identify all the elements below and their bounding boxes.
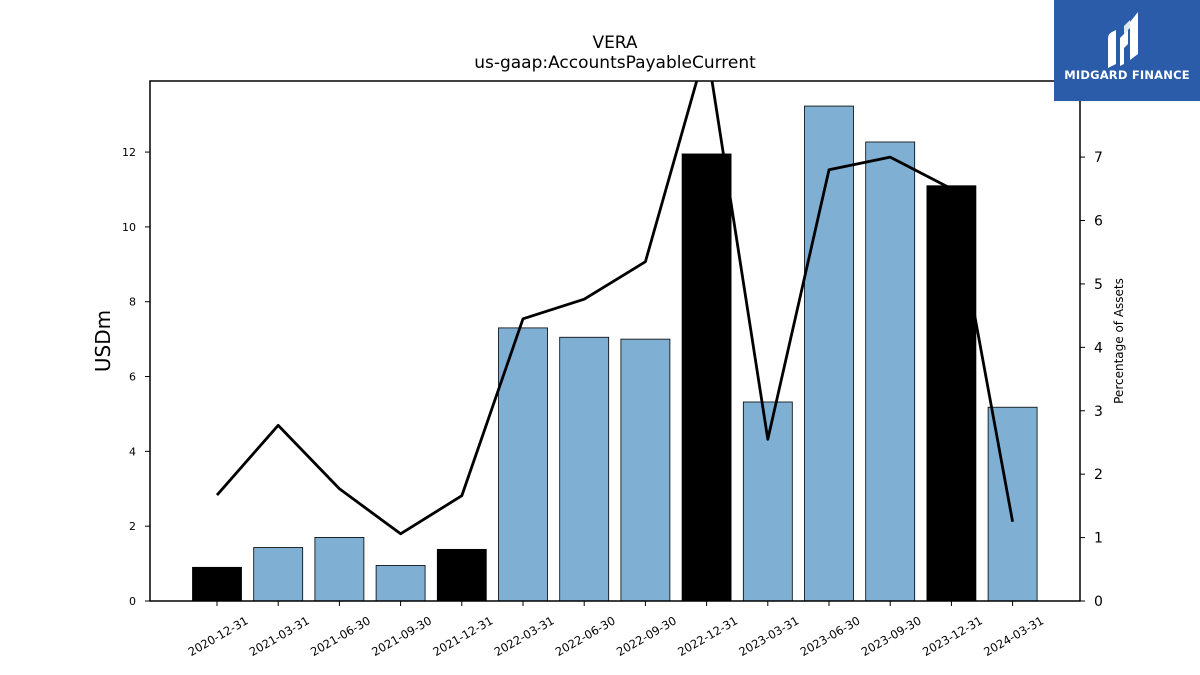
y-axis-left: 0 2 4 6 8 10 12 xyxy=(122,146,150,608)
logo-text: MIDGARD FINANCE xyxy=(1064,68,1190,82)
y-tick-label: 8 xyxy=(129,296,136,309)
x-tick-label: 2021-12-31 xyxy=(430,613,495,659)
y2-tick-label: 6 xyxy=(1094,214,1103,230)
x-tick-label: 2023-03-31 xyxy=(736,613,801,659)
bar xyxy=(314,537,365,602)
x-tick-label: 2020-12-31 xyxy=(186,613,251,659)
x-tick-label: 2021-09-30 xyxy=(369,613,434,659)
bar xyxy=(620,338,671,602)
bars-group xyxy=(192,105,1038,602)
bar xyxy=(192,566,242,602)
x-tick-label: 2021-03-31 xyxy=(247,613,312,659)
bar xyxy=(865,141,916,602)
y-tick-label: 0 xyxy=(129,595,136,608)
y2-tick-label: 5 xyxy=(1094,277,1103,293)
bar xyxy=(498,327,548,602)
y-tick-label: 2 xyxy=(129,520,136,533)
bar xyxy=(253,547,304,602)
chart-title: VERA xyxy=(592,33,637,53)
y2-tick-label: 1 xyxy=(1094,531,1103,547)
x-tick-label: 2021-06-30 xyxy=(308,613,373,659)
y2-tick-label: 3 xyxy=(1094,404,1103,420)
y2-axis-label: Percentage of Assets xyxy=(1112,278,1126,404)
bar xyxy=(436,548,487,602)
y-axis-right: 0 1 2 3 4 5 6 7 xyxy=(1080,150,1103,610)
x-tick-label: 2024-03-31 xyxy=(981,613,1046,659)
line-group xyxy=(215,81,1014,536)
x-tick-label: 2023-09-30 xyxy=(859,613,924,659)
bar xyxy=(804,105,854,602)
bar xyxy=(987,406,1038,602)
y-axis-label: USDm xyxy=(91,310,115,372)
y-tick-label: 4 xyxy=(129,445,136,458)
bar xyxy=(926,185,977,602)
x-tick-label: 2023-12-31 xyxy=(920,613,985,659)
brand-logo: MIDGARD FINANCE xyxy=(1054,0,1200,101)
bar xyxy=(559,336,610,602)
x-axis: 2020-12-312021-03-312021-06-302021-09-30… xyxy=(186,601,1046,659)
y2-tick-label: 7 xyxy=(1094,150,1103,166)
plot-frame xyxy=(149,80,1081,602)
bar xyxy=(375,565,426,602)
bar xyxy=(681,153,732,602)
y2-tick-label: 4 xyxy=(1094,340,1103,356)
y2-tick-label: 0 xyxy=(1094,594,1103,610)
logo-mark-icon xyxy=(1108,12,1138,68)
x-tick-label: 2022-12-31 xyxy=(675,613,740,659)
y2-tick-label: 2 xyxy=(1094,467,1103,483)
y-tick-label: 10 xyxy=(122,221,136,234)
series-line xyxy=(215,81,1014,536)
x-tick-label: 2022-06-30 xyxy=(553,613,618,659)
x-tick-label: 2022-03-31 xyxy=(492,613,557,659)
chart-subtitle: us-gaap:AccountsPayableCurrent xyxy=(474,53,756,73)
x-tick-label: 2023-06-30 xyxy=(798,613,863,659)
y-tick-label: 6 xyxy=(129,371,136,384)
x-tick-label: 2022-09-30 xyxy=(614,613,679,659)
y-tick-label: 12 xyxy=(122,146,136,159)
